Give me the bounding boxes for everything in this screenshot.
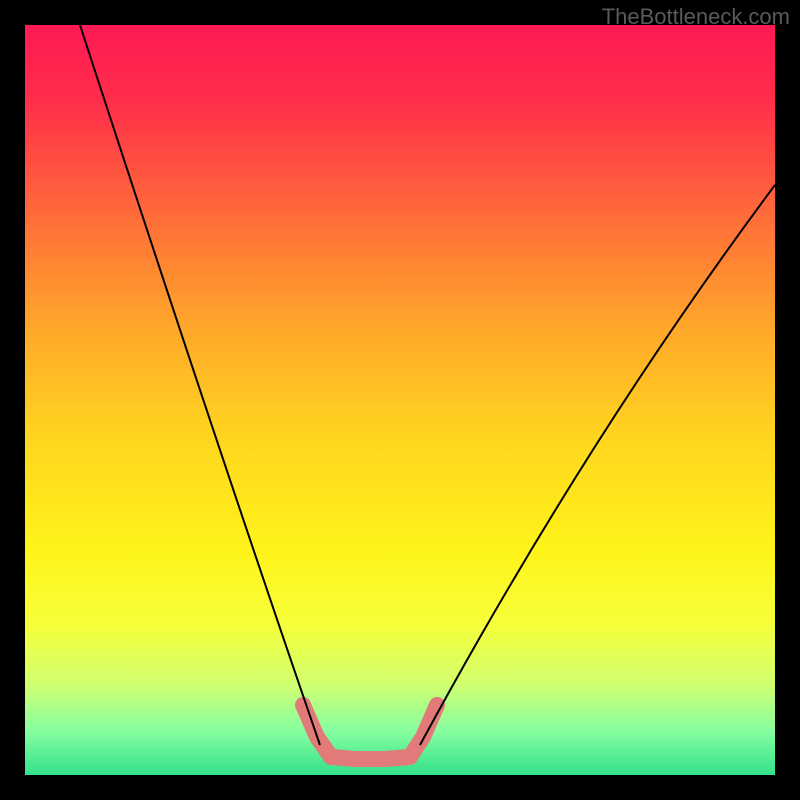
curve-layer xyxy=(25,25,775,775)
left-curve-branch xyxy=(80,25,320,745)
watermark-text: TheBottleneck.com xyxy=(602,4,790,30)
plot-area xyxy=(25,25,775,775)
right-curve-branch xyxy=(420,185,775,745)
bottom-marker-path xyxy=(303,705,437,759)
